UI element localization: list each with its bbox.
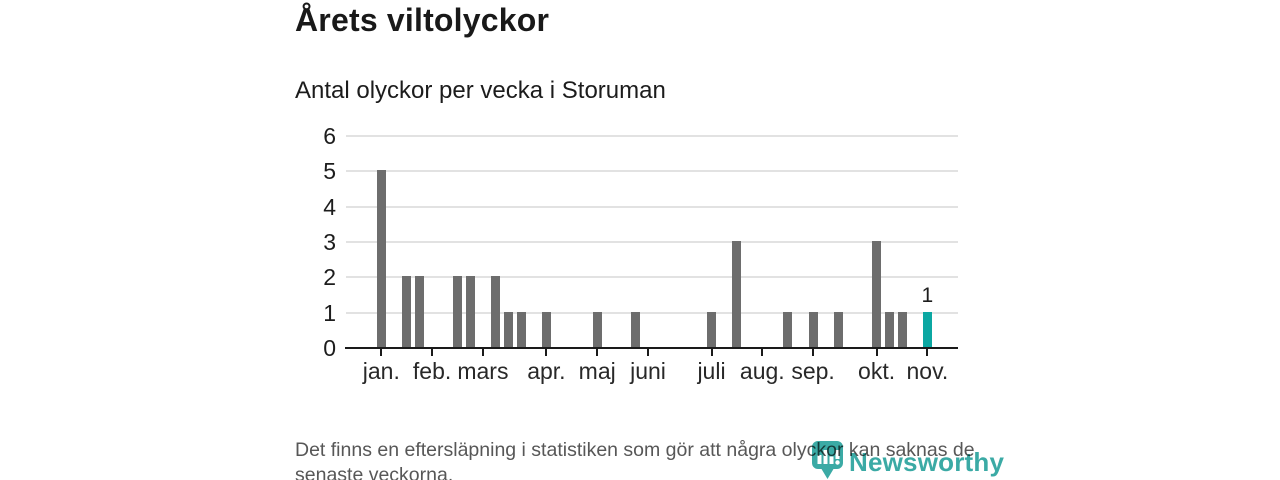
x-tick-sep bbox=[812, 349, 815, 356]
bar-week-44 bbox=[922, 311, 932, 347]
x-tick-apr bbox=[545, 349, 548, 356]
y-tick-label: 0 bbox=[323, 335, 336, 361]
bar-week-18 bbox=[592, 311, 602, 347]
bar-week-14 bbox=[541, 311, 551, 347]
bar-week-12 bbox=[516, 311, 526, 347]
x-tick-label-nov: nov. bbox=[906, 358, 949, 384]
y-tick-label: 1 bbox=[323, 299, 336, 326]
bar-week-27 bbox=[707, 311, 716, 347]
bar-week-29 bbox=[732, 240, 742, 347]
x-tick-label-jan: jan. bbox=[362, 358, 400, 384]
bar-week-42 bbox=[897, 311, 907, 347]
x-tick-jan bbox=[380, 349, 383, 356]
x-tick-nov bbox=[926, 349, 929, 356]
x-tick-label-feb: feb. bbox=[412, 358, 452, 384]
x-tick-label-juni: juni bbox=[630, 358, 666, 384]
x-tick-label-aug: aug. bbox=[739, 358, 785, 384]
x-tick-feb bbox=[431, 349, 434, 356]
bar-week-8 bbox=[465, 276, 475, 347]
x-tick-label-okt: okt. bbox=[858, 358, 896, 384]
x-tick-maj bbox=[596, 349, 599, 356]
x-tick-mars bbox=[481, 349, 484, 356]
y-tick-label: 5 bbox=[323, 158, 336, 185]
bar-week-35 bbox=[808, 311, 818, 347]
bar-week-37 bbox=[834, 311, 843, 347]
x-tick-juni bbox=[647, 349, 649, 356]
x-tick-aug bbox=[761, 349, 764, 356]
bar-week-7 bbox=[453, 276, 462, 347]
gridline bbox=[346, 170, 958, 173]
bar-week-1 bbox=[376, 170, 386, 347]
newsworthy-logo: Newsworthy bbox=[812, 441, 1004, 480]
bar-week-10 bbox=[491, 276, 501, 347]
gridline bbox=[346, 134, 958, 137]
bar-week-40 bbox=[872, 240, 882, 347]
bar-week-41 bbox=[884, 311, 894, 347]
bar-week-33 bbox=[783, 311, 793, 347]
x-tick-label-maj: maj bbox=[578, 358, 616, 384]
x-tick-juli bbox=[710, 349, 713, 356]
bar-week-3 bbox=[402, 276, 412, 347]
y-tick-label: 3 bbox=[323, 228, 336, 255]
bar-week-4 bbox=[414, 276, 424, 347]
bar-week-21 bbox=[630, 311, 640, 347]
y-tick-label: 2 bbox=[323, 264, 336, 291]
y-tick-label: 6 bbox=[323, 122, 336, 149]
x-tick-label-juli: juli bbox=[697, 358, 726, 384]
x-tick-okt bbox=[875, 349, 878, 356]
newsworthy-logo-text: Newsworthy bbox=[849, 447, 1005, 477]
bar-value-label: 1 bbox=[921, 283, 934, 307]
x-axis-line bbox=[345, 347, 958, 349]
gridline bbox=[346, 276, 958, 279]
gridline bbox=[346, 205, 958, 208]
gridline bbox=[346, 311, 958, 314]
bar-week-11 bbox=[503, 311, 513, 347]
x-tick-label-apr: apr. bbox=[527, 358, 566, 384]
x-tick-label-mars: mars bbox=[457, 358, 509, 384]
x-tick-label-sep: sep. bbox=[791, 358, 835, 384]
y-tick-label: 4 bbox=[323, 193, 336, 220]
newsworthy-pin-barchart-icon bbox=[812, 441, 843, 480]
gridline bbox=[346, 240, 958, 243]
chart-title: Årets viltolyckor bbox=[295, 2, 550, 38]
chart-subtitle: Antal olyckor per vecka i Storuman bbox=[295, 77, 666, 104]
footnote-text: Det finns en eftersläpning i statistiken… bbox=[295, 439, 975, 480]
